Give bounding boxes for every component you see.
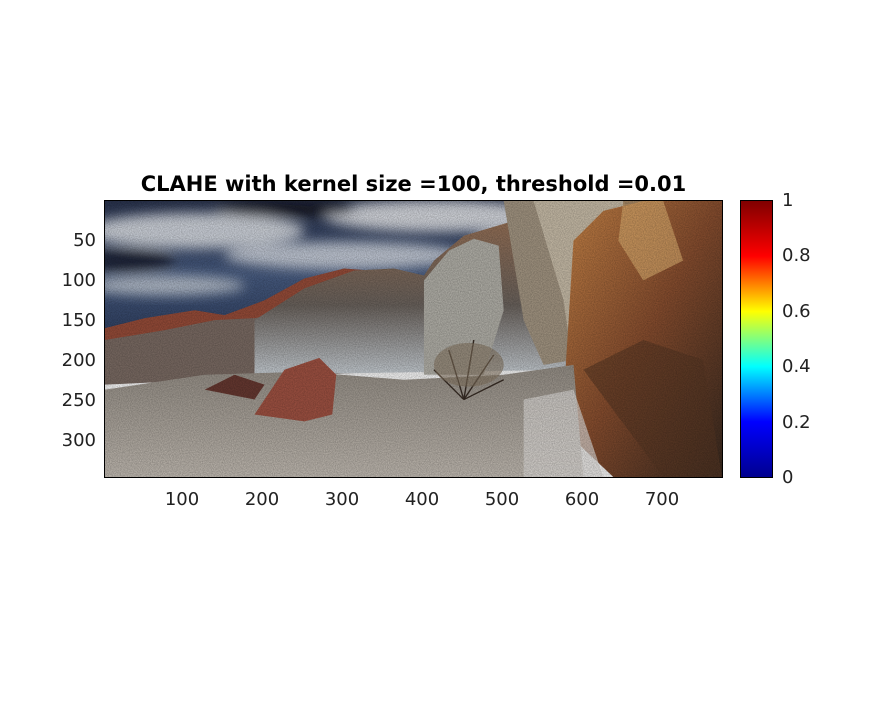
x-tick-label: 600: [564, 489, 600, 510]
y-tick-label: 250: [61, 390, 96, 411]
y-tick-label: 150: [61, 310, 96, 331]
figure-title: CLAHE with kernel size =100, threshold =…: [140, 172, 687, 196]
x-tick-label: 100: [164, 489, 200, 510]
colorbar-tick-label: 0.2: [782, 412, 811, 433]
colorbar: [740, 200, 773, 478]
x-tick-label: 200: [244, 489, 280, 510]
y-tick-label: 50: [73, 230, 96, 251]
y-tick-label: 200: [61, 350, 96, 371]
colorbar-tick-label: 0.6: [782, 301, 811, 322]
colorbar-tick-label: 1: [782, 190, 794, 211]
clahe-landscape-image: [105, 201, 722, 477]
y-tick-label: 300: [61, 430, 96, 451]
colorbar-tick-label: 0: [782, 467, 794, 488]
x-tick-label: 400: [404, 489, 440, 510]
x-tick-label: 700: [644, 489, 680, 510]
image-axes: [104, 200, 723, 478]
x-tick-label: 300: [324, 489, 360, 510]
y-tick-label: 100: [61, 270, 96, 291]
colorbar-tick-label: 0.4: [782, 356, 811, 377]
colorbar-tick-label: 0.8: [782, 245, 811, 266]
x-tick-label: 500: [484, 489, 520, 510]
